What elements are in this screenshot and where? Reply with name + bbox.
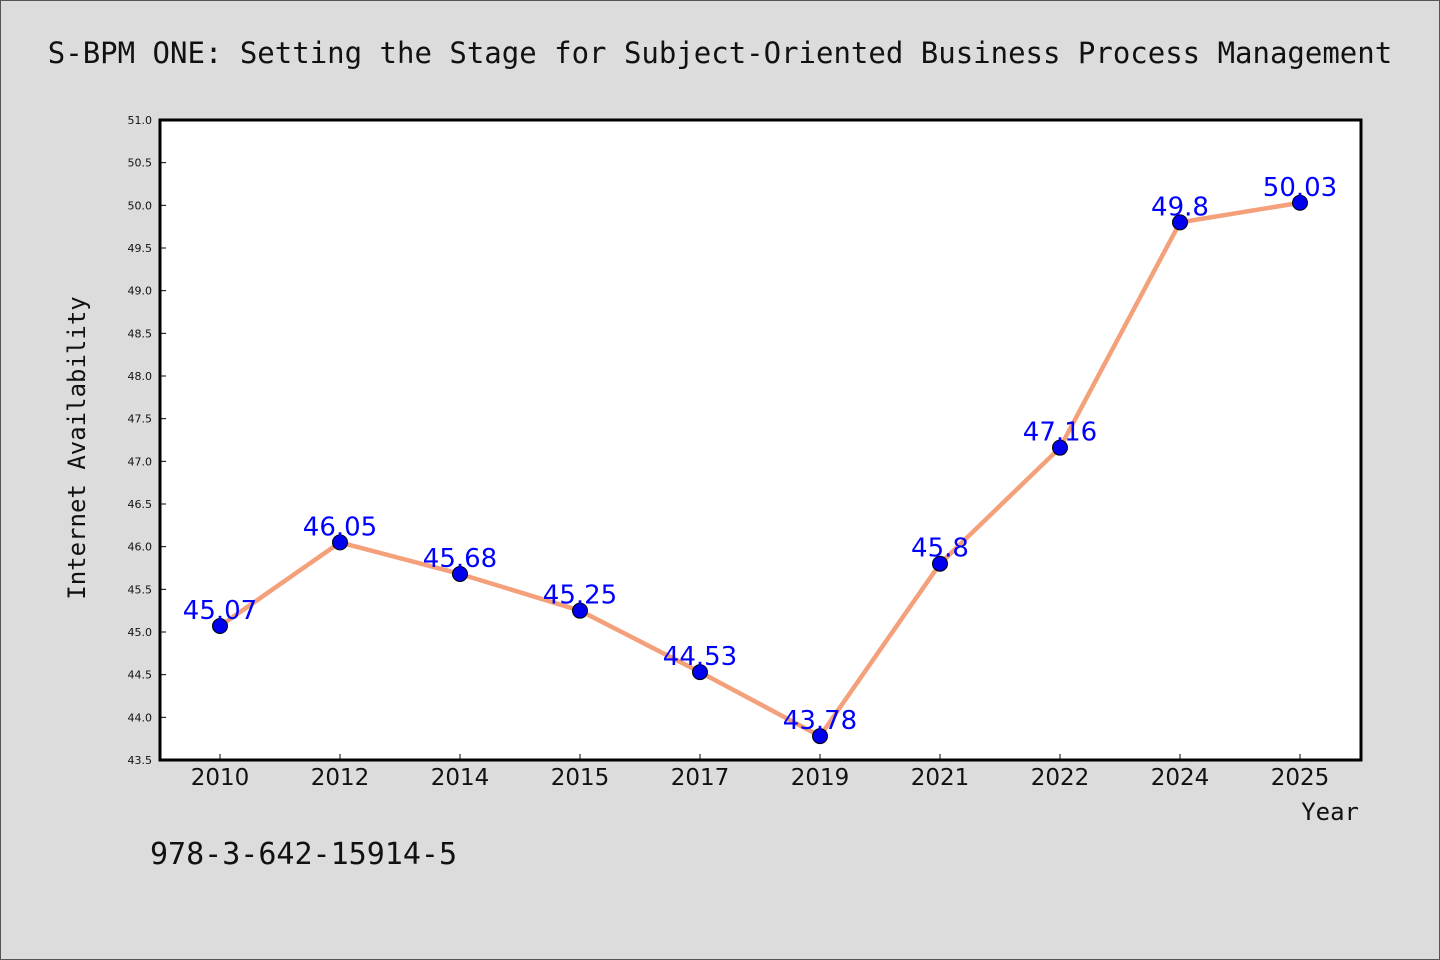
x-tick-label: 2014 xyxy=(431,765,490,791)
data-point xyxy=(1052,439,1068,456)
series-line xyxy=(217,200,1303,739)
data-point xyxy=(572,602,588,619)
data-point xyxy=(1172,214,1188,231)
data-label: 45.68 xyxy=(423,544,497,574)
data-label: 46.05 xyxy=(303,512,377,542)
data-label: 43.78 xyxy=(783,706,857,736)
y-tick-label: 43.5 xyxy=(128,754,153,767)
data-point xyxy=(1292,194,1308,211)
x-axis: 2010 2012 2014 2015 2017 2019 2021 2022 2024 2025 xyxy=(191,754,1330,791)
data-label: 44.53 xyxy=(663,642,737,672)
y-tick-label: 50.0 xyxy=(128,199,153,212)
x-tick-label: 2019 xyxy=(791,765,850,791)
data-point xyxy=(932,555,948,572)
y-tick-label: 44.5 xyxy=(128,669,153,682)
data-label: 49.8 xyxy=(1151,192,1209,222)
y-tick-label: 49.5 xyxy=(128,242,153,255)
x-tick-label: 2021 xyxy=(911,765,970,791)
y-tick-label: 45.5 xyxy=(128,583,153,596)
y-tick-label: 51.0 xyxy=(128,114,153,127)
isbn-footer: 978-3-642-15914-5 xyxy=(150,837,457,872)
y-tick-label: 47.5 xyxy=(128,413,153,426)
y-axis: 43.5 44.0 44.5 45.0 45.5 46.0 46.5 47.0 47.5 48.0… xyxy=(128,114,166,767)
x-axis-label: Year xyxy=(1301,798,1359,826)
x-tick-label: 2010 xyxy=(191,765,250,791)
x-tick-label: 2025 xyxy=(1271,765,1330,791)
data-label: 45.8 xyxy=(911,534,969,564)
x-tick-label: 2015 xyxy=(551,765,610,791)
y-tick-label: 44.0 xyxy=(128,711,153,724)
data-label: 45.25 xyxy=(543,581,617,611)
data-label: 47.16 xyxy=(1023,418,1097,448)
data-point xyxy=(332,534,348,551)
y-tick-label: 46.5 xyxy=(128,498,153,511)
x-tick-label: 2017 xyxy=(671,765,730,791)
data-point xyxy=(212,618,228,635)
data-point xyxy=(692,664,708,681)
y-tick-label: 47.0 xyxy=(128,455,153,468)
data-labels: 45.07 46.05 45.68 45.25 44.53 43.78 45.8 47.16 4… xyxy=(183,173,1337,736)
series-markers xyxy=(212,194,1308,745)
y-tick-label: 49.0 xyxy=(128,285,153,298)
x-tick-label: 2024 xyxy=(1151,765,1210,791)
plot-area xyxy=(158,118,1363,762)
y-tick-label: 48.0 xyxy=(128,370,153,383)
data-point xyxy=(812,728,828,745)
y-tick-label: 46.0 xyxy=(128,541,153,554)
data-label: 50.03 xyxy=(1263,173,1337,203)
y-tick-label: 45.0 xyxy=(128,626,153,639)
data-label: 45.07 xyxy=(183,596,257,626)
y-tick-label: 48.5 xyxy=(128,327,153,340)
data-point xyxy=(452,565,468,582)
x-tick-label: 2012 xyxy=(311,765,370,791)
y-axis-label: Internet Availability xyxy=(63,296,91,599)
y-tick-label: 50.5 xyxy=(128,157,153,170)
chart-title: S-BPM ONE: Setting the Stage for Subject… xyxy=(48,36,1392,70)
x-tick-label: 2022 xyxy=(1031,765,1090,791)
